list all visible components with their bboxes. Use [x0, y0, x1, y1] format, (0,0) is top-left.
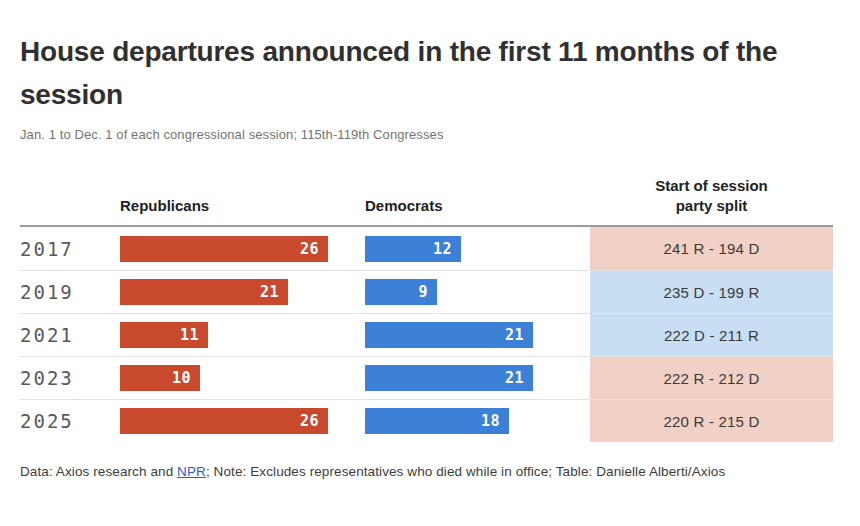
republicans-bar: 26 — [120, 408, 328, 434]
democrats-bar-track: 9 — [365, 271, 590, 313]
page-title: House departures announced in the first … — [20, 30, 820, 117]
republicans-bar-value: 11 — [180, 326, 208, 344]
party-split-cell: 222 D - 211 R — [590, 314, 833, 356]
republicans-bar-value: 21 — [260, 283, 288, 301]
row-year-label: 2019 — [20, 271, 120, 313]
republicans-bar: 26 — [120, 236, 328, 262]
source-note-suffix: ; Note: Excludes representatives who die… — [206, 464, 725, 479]
table-row-2019: 2019 21 9 235 D - 199 R — [20, 270, 833, 313]
democrats-bar-value: 18 — [481, 412, 509, 430]
npr-link[interactable]: NPR — [177, 464, 206, 479]
departures-table: Republicans Democrats Start of session p… — [20, 176, 833, 443]
chart-page: House departures announced in the first … — [0, 30, 860, 526]
republicans-bar: 21 — [120, 279, 288, 305]
republicans-bar-value: 26 — [300, 240, 328, 258]
republicans-bar-track: 11 — [120, 314, 365, 356]
row-year-label: 2017 — [20, 227, 120, 270]
table-header-row: Republicans Democrats Start of session p… — [20, 176, 833, 228]
page-subtitle: Jan. 1 to Dec. 1 of each congressional s… — [20, 127, 840, 142]
party-split-cell: 235 D - 199 R — [590, 271, 833, 313]
source-note: Data: Axios research and NPR; Note: Excl… — [20, 464, 840, 479]
democrats-bar-track: 21 — [365, 314, 590, 356]
democrats-bar-value: 12 — [433, 240, 461, 258]
party-split-header-line1: Start of session — [590, 176, 833, 196]
democrats-bar: 12 — [365, 236, 461, 262]
democrats-bar: 18 — [365, 408, 509, 434]
table-row-2025: 2025 26 18 220 R - 215 D — [20, 399, 833, 442]
table-row-2023: 2023 10 21 222 R - 212 D — [20, 356, 833, 399]
party-split-header-line2: party split — [590, 196, 833, 216]
republicans-bar-value: 10 — [172, 369, 200, 387]
source-note-prefix: Data: Axios research and — [20, 464, 177, 479]
party-split-cell: 222 R - 212 D — [590, 357, 833, 399]
democrats-bar-value: 21 — [505, 369, 533, 387]
democrats-bar-track: 18 — [365, 400, 590, 442]
party-split-cell: 220 R - 215 D — [590, 400, 833, 442]
democrats-bar-track: 12 — [365, 227, 590, 270]
democrats-bar: 21 — [365, 322, 533, 348]
republicans-bar: 10 — [120, 365, 200, 391]
table-row-2021: 2021 11 21 222 D - 211 R — [20, 313, 833, 356]
table-row-2017: 2017 26 12 241 R - 194 D — [20, 227, 833, 270]
democrats-bar-value: 21 — [505, 326, 533, 344]
column-header-party-split: Start of session party split — [590, 176, 833, 217]
republicans-bar-track: 10 — [120, 357, 365, 399]
republicans-bar: 11 — [120, 322, 208, 348]
democrats-bar: 9 — [365, 279, 437, 305]
democrats-bar: 21 — [365, 365, 533, 391]
column-header-democrats: Democrats — [365, 196, 590, 216]
row-year-label: 2023 — [20, 357, 120, 399]
democrats-bar-value: 9 — [418, 283, 437, 301]
column-header-republicans: Republicans — [120, 196, 365, 216]
party-split-cell: 241 R - 194 D — [590, 227, 833, 270]
republicans-bar-track: 21 — [120, 271, 365, 313]
republicans-bar-track: 26 — [120, 227, 365, 270]
democrats-bar-track: 21 — [365, 357, 590, 399]
row-year-label: 2021 — [20, 314, 120, 356]
republicans-bar-track: 26 — [120, 400, 365, 442]
republicans-bar-value: 26 — [300, 412, 328, 430]
row-year-label: 2025 — [20, 400, 120, 442]
